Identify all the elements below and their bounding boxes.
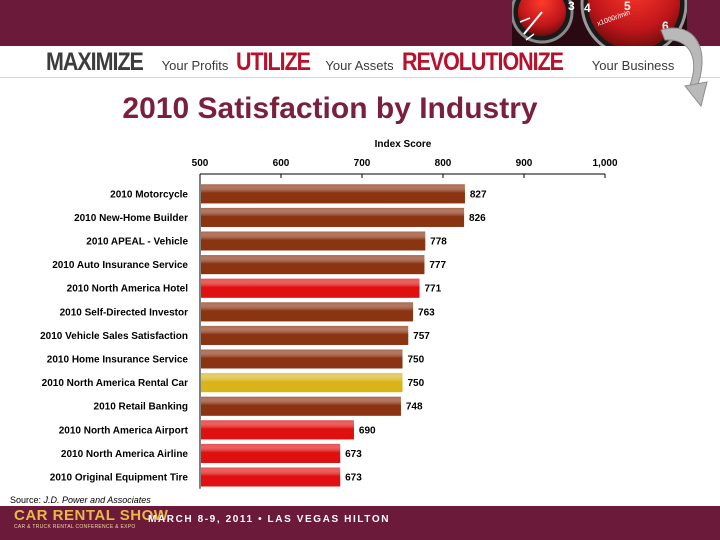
satisfaction-bar-chart: Index Score 500 600 700 800 900 1,000 2010 Moto… bbox=[40, 139, 618, 489]
category-label: 2010 New-Home Builder bbox=[74, 213, 188, 224]
tagline-word-revolutionize: REVOLUTIONIZE bbox=[401, 48, 564, 76]
category-label: 2010 Auto Insurance Service bbox=[52, 260, 188, 271]
svg-text:6: 6 bbox=[662, 19, 669, 33]
bar-shading bbox=[201, 443, 341, 463]
category-label: 2010 Motorcycle bbox=[110, 189, 188, 200]
bar-shading bbox=[201, 325, 409, 345]
category-label: 2010 North America Hotel bbox=[67, 284, 189, 295]
data-label: 673 bbox=[345, 473, 362, 484]
bar-shading bbox=[201, 467, 341, 487]
data-label: 750 bbox=[408, 378, 425, 389]
logo-sub-text: CAR & TRUCK RENTAL CONFERENCE & EXPO bbox=[14, 524, 136, 530]
svg-text:4: 4 bbox=[584, 1, 591, 15]
tagline-phrase-assets: Your Assets bbox=[325, 58, 394, 73]
data-label: 690 bbox=[359, 425, 376, 436]
category-label: 2010 North America Airline bbox=[61, 449, 189, 460]
logo-main-text: CAR RENTAL SHOW bbox=[14, 507, 169, 524]
car-rental-show-logo: CAR RENTAL SHOW CAR & TRUCK RENTAL CONFE… bbox=[14, 507, 169, 531]
svg-text:5: 5 bbox=[624, 0, 631, 13]
svg-text:3: 3 bbox=[568, 0, 575, 13]
tachometer-graphic: 3 4 5 6 x1000r/min bbox=[512, 0, 687, 46]
data-label: 750 bbox=[408, 355, 425, 366]
x-tick-label: 700 bbox=[354, 158, 371, 169]
x-tick-label: 900 bbox=[516, 158, 533, 169]
category-label: 2010 Retail Banking bbox=[94, 402, 188, 413]
bar-shading bbox=[201, 420, 354, 440]
bar-shading bbox=[201, 207, 465, 227]
footer-band bbox=[0, 506, 720, 540]
data-label: 827 bbox=[470, 189, 487, 200]
bar-shading bbox=[201, 396, 401, 416]
category-label: 2010 Home Insurance Service bbox=[47, 355, 189, 366]
data-label: 771 bbox=[425, 284, 442, 295]
source-text: J.D. Power and Associates bbox=[43, 495, 151, 505]
x-tick-label: 1,000 bbox=[592, 158, 617, 169]
x-axis-label: Index Score bbox=[375, 139, 432, 150]
bar-shading bbox=[201, 373, 403, 393]
data-label: 826 bbox=[469, 213, 486, 224]
data-label: 757 bbox=[413, 331, 430, 342]
bar-shading bbox=[201, 231, 426, 251]
category-label: 2010 Original Equipment Tire bbox=[50, 473, 189, 484]
tagline-band bbox=[0, 46, 720, 78]
tagline-word-maximize: MAXIMIZE bbox=[46, 48, 144, 76]
slide-title: 2010 Satisfaction by Industry bbox=[122, 92, 538, 125]
category-label: 2010 Self-Directed Investor bbox=[60, 307, 188, 318]
data-label: 673 bbox=[345, 449, 362, 460]
data-label: 748 bbox=[406, 402, 423, 413]
event-info: MARCH 8-9, 2011 • LAS VEGAS HILTON bbox=[148, 514, 391, 525]
source-label: Source: bbox=[10, 495, 42, 505]
tagline-word-utilize: UTILIZE bbox=[236, 48, 311, 76]
data-label: 763 bbox=[418, 307, 435, 318]
bar-shading bbox=[201, 302, 414, 322]
source-note: Source: J.D. Power and Associates bbox=[10, 495, 151, 505]
tagline-phrase-profits: Your Profits bbox=[161, 58, 229, 73]
category-label: 2010 APEAL - Vehicle bbox=[86, 237, 188, 248]
x-tick-label: 600 bbox=[273, 158, 290, 169]
category-label: 2010 North America Rental Car bbox=[42, 378, 188, 389]
tagline-phrase-business: Your Business bbox=[591, 58, 675, 73]
category-label: 2010 North America Airport bbox=[59, 425, 189, 436]
category-label: 2010 Vehicle Sales Satisfaction bbox=[40, 331, 188, 342]
x-tick-label: 500 bbox=[192, 158, 209, 169]
data-label: 778 bbox=[430, 237, 447, 248]
bar-shading bbox=[201, 278, 420, 298]
bar-shading bbox=[201, 184, 465, 204]
curved-arrow-icon bbox=[660, 27, 708, 108]
bar-shading bbox=[201, 349, 403, 369]
x-tick-label: 800 bbox=[435, 158, 452, 169]
tagline: MAXIMIZE Your Profits UTILIZE Your Asset… bbox=[46, 48, 682, 76]
data-label: 777 bbox=[429, 260, 446, 271]
bar-shading bbox=[201, 255, 425, 275]
